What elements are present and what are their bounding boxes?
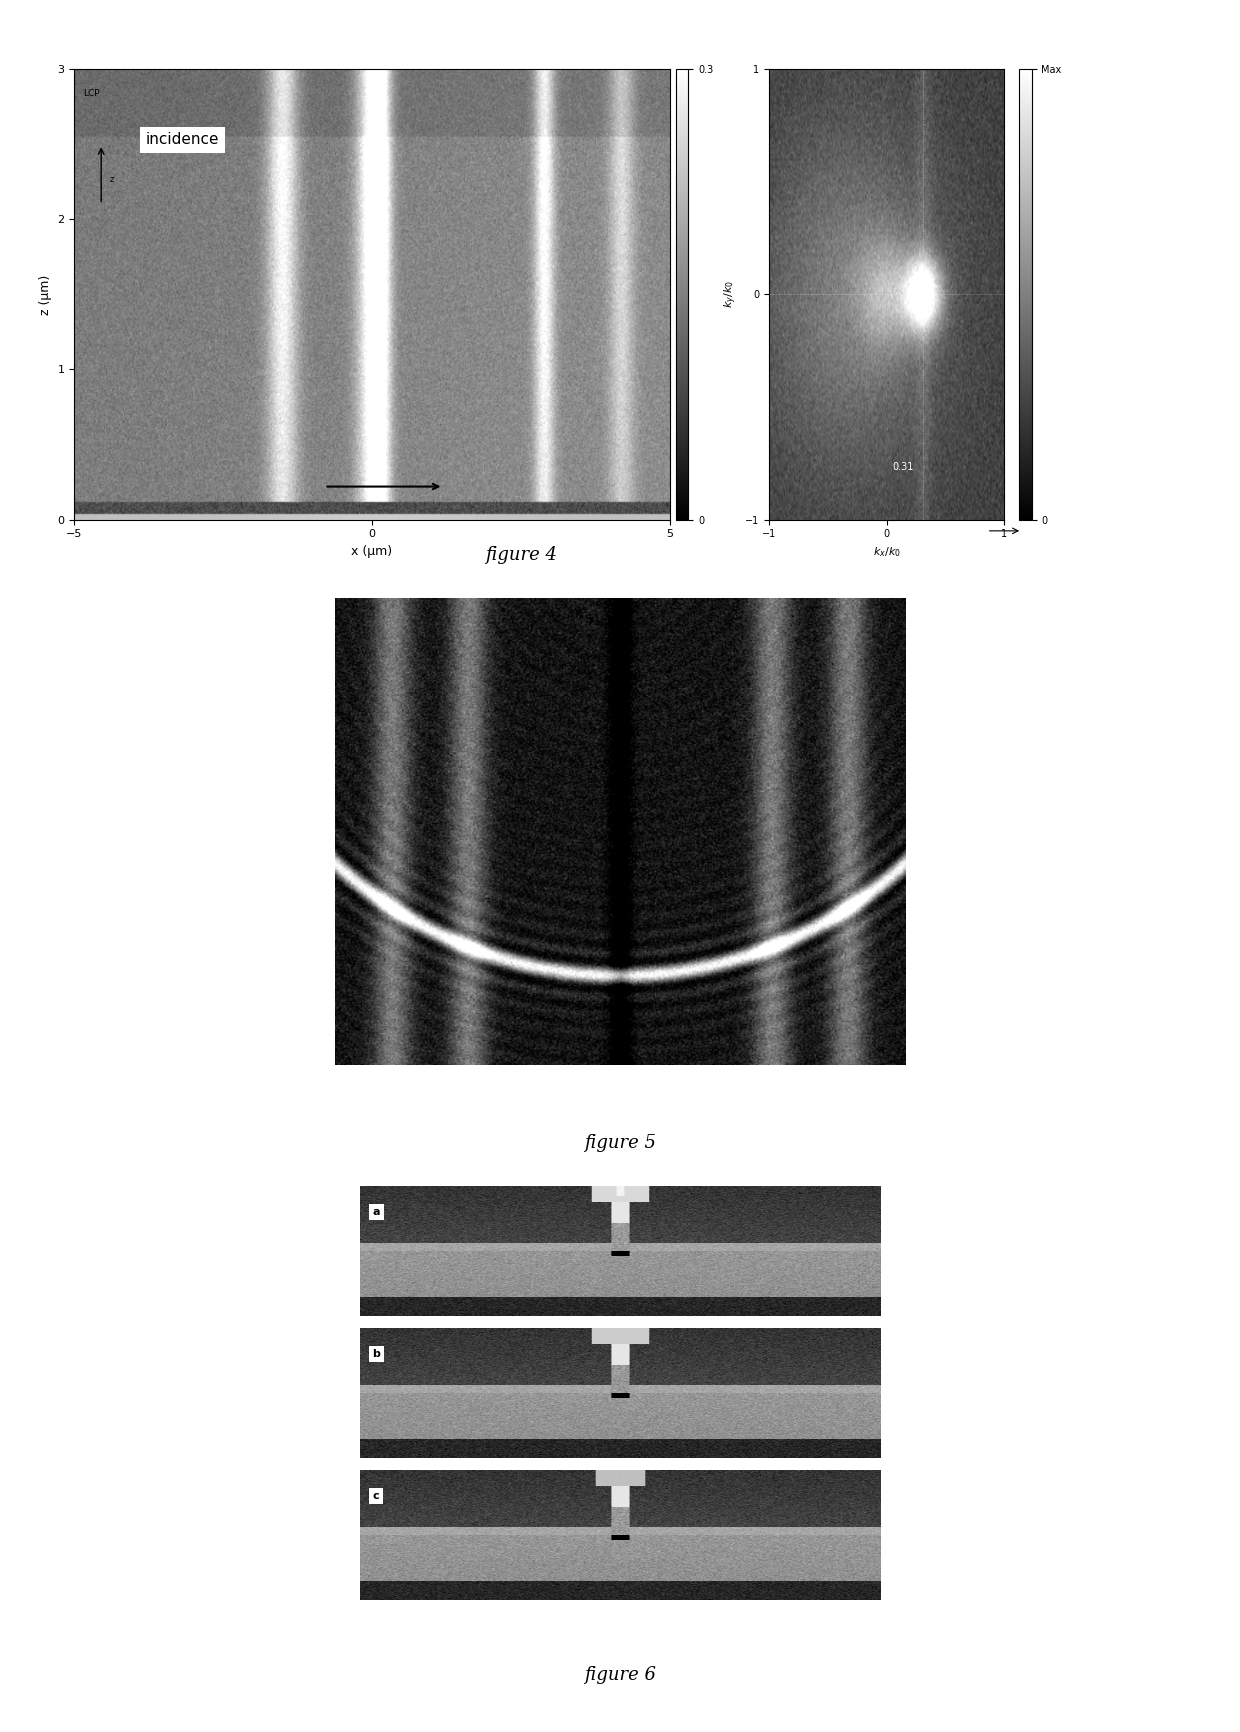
Text: a: a (372, 1207, 381, 1218)
Text: 1 μm: 1 μm (622, 1074, 652, 1086)
Text: Helios: Helios (653, 1100, 689, 1112)
Text: figure 4: figure 4 (485, 546, 557, 563)
Text: 25 pA: 25 pA (346, 1100, 381, 1112)
Text: z: z (110, 175, 114, 184)
X-axis label: x (μm): x (μm) (351, 546, 393, 558)
Y-axis label: $k_y/k_0$: $k_y/k_0$ (723, 281, 739, 308)
Text: incidence: incidence (146, 132, 219, 147)
Text: 0.31: 0.31 (893, 462, 914, 473)
Text: b: b (372, 1349, 381, 1360)
Text: figure 6: figure 6 (584, 1666, 656, 1684)
Y-axis label: z (μm): z (μm) (38, 274, 52, 315)
Text: curr: curr (346, 1074, 370, 1086)
Text: LCP: LCP (83, 90, 100, 99)
Text: c: c (372, 1491, 379, 1502)
X-axis label: $k_x/k_0$: $k_x/k_0$ (873, 546, 900, 559)
Text: figure 5: figure 5 (584, 1134, 656, 1152)
